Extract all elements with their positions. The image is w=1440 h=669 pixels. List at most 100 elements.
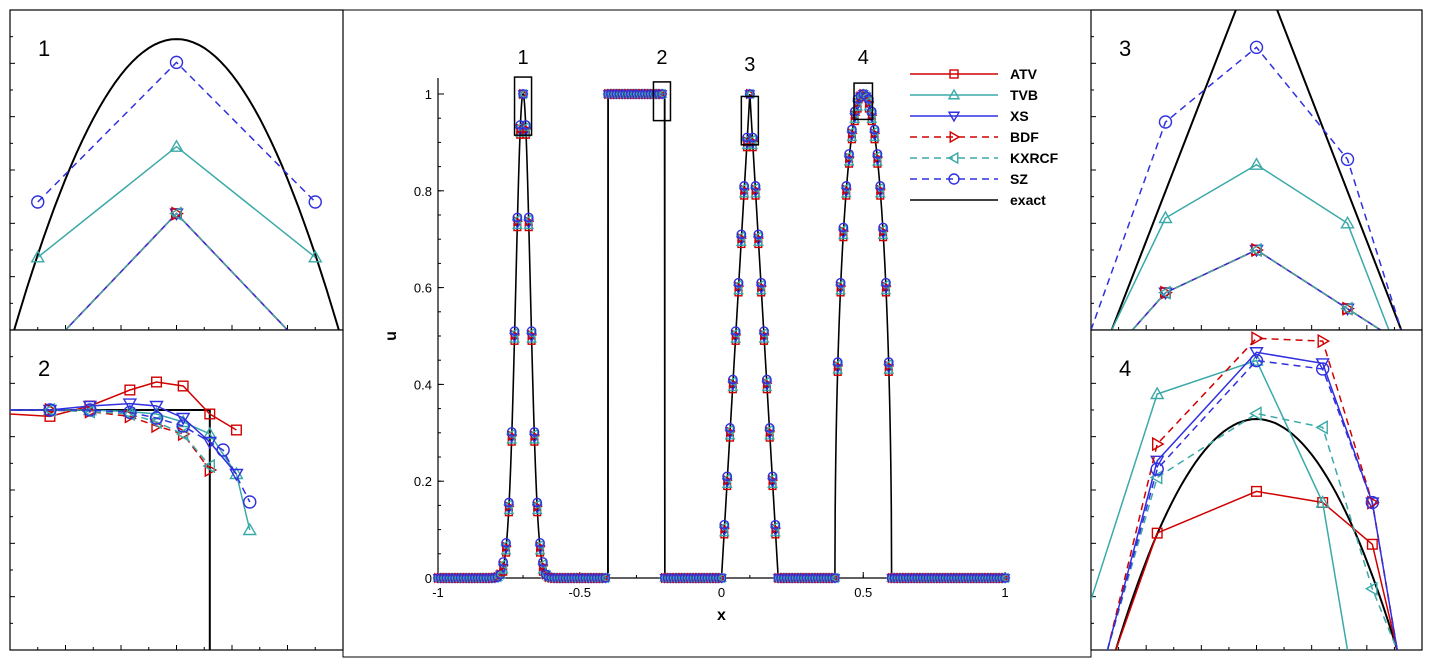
inset-number-4: 4 (1119, 356, 1131, 381)
marker-sz (767, 471, 778, 482)
y-tick-label: 0.4 (414, 377, 432, 392)
marker-bdf (757, 281, 767, 293)
inset-1-marker-tvb (169, 139, 184, 152)
marker-bdf (771, 523, 781, 535)
inset-4-series-tvb (1091, 359, 1349, 650)
marker-kxrcf (999, 572, 1009, 584)
marker-bdf (882, 281, 892, 293)
marker-bdf (870, 128, 881, 139)
y-tick-label: 0.8 (414, 184, 432, 199)
marker-bdf (839, 225, 850, 237)
inset-content-3 (1091, 10, 1403, 330)
inset-2-marker-tvb (202, 426, 218, 440)
main-panel-frame (342, 9, 1092, 658)
inset-4-marker-kxrcf (1364, 581, 1378, 596)
y-tick-label: 1 (425, 87, 432, 102)
inset-4-marker-atv (1250, 485, 1262, 497)
marker-sz (509, 326, 520, 337)
marker-sz (835, 277, 846, 288)
inset-1-marker-tvb (30, 249, 45, 263)
inset-2-marker-kxrcf (175, 426, 189, 442)
inset-3-marker-kxrcf (1158, 285, 1171, 300)
marker-sz (657, 89, 667, 99)
inset-2-marker-sz (83, 403, 97, 417)
legend-marker-atv (949, 69, 959, 79)
marker-bdf (734, 281, 745, 293)
marker-bdf (728, 378, 739, 389)
marker-sz (736, 229, 747, 240)
marker-bdf (836, 281, 847, 293)
inset-2-marker-sz (149, 411, 164, 425)
inset-4-marker-bdf (1251, 331, 1264, 346)
legend-marker-xs (947, 111, 961, 123)
inset-2-marker-xs (122, 398, 138, 412)
marker-sz (512, 212, 523, 223)
marker-sz (847, 124, 857, 135)
marker-sz (716, 573, 727, 583)
marker-bdf (845, 152, 855, 164)
marker-bdf (533, 501, 543, 512)
marker-sz (747, 132, 758, 143)
inset-3-marker-sz (1249, 40, 1264, 55)
marker-bdf (842, 184, 852, 196)
marker-sz (883, 357, 894, 368)
inset-2-marker-sz (243, 495, 257, 509)
inset-panel-3: 3 (1090, 9, 1423, 331)
marker-sz (526, 326, 537, 337)
inset-2-marker-kxrcf (42, 402, 56, 418)
inset-4-marker-tvb (1149, 386, 1165, 400)
inset-1-series-tvb (37, 145, 316, 258)
inset-3-marker-bdf (1160, 285, 1173, 300)
inset-2-marker-atv (230, 424, 242, 436)
inset-2-marker-atv (151, 376, 163, 388)
marker-bdf (731, 329, 742, 341)
inset-3-marker-bdf (1251, 242, 1264, 258)
zoom-box-1 (513, 76, 533, 136)
marker-sz (733, 277, 744, 288)
inset-panel-4: 4 (1090, 329, 1423, 651)
marker-sz (722, 471, 733, 482)
inset-4-marker-sz (1249, 353, 1264, 368)
inset-3-series-kxrcf (1131, 249, 1382, 330)
zoom-box-label-3: 3 (744, 54, 755, 76)
zoom-box-label-2: 2 (656, 47, 667, 69)
inset-1-marker-sz (169, 55, 184, 70)
marker-sz (1000, 573, 1010, 583)
marker-sz (739, 181, 750, 191)
inset-3-series-tvb (1111, 163, 1390, 330)
marker-bdf (884, 360, 895, 372)
inset-1-series-exact (13, 38, 340, 330)
marker-sz (761, 374, 772, 385)
marker-bdf (754, 232, 764, 244)
inset-panel-1: 1 (9, 9, 344, 331)
inset-1-marker-tvb (308, 249, 323, 263)
inset-3-marker-xs (1158, 287, 1173, 301)
inset-3-marker-bdf (1342, 301, 1355, 316)
marker-sz (744, 89, 755, 99)
inset-2-marker-atv (204, 408, 216, 420)
inset-3-series-sz (1091, 46, 1403, 330)
x-tick-label: -0.5 (569, 585, 591, 600)
marker-bdf (751, 184, 762, 196)
inset-4-series-sz (1106, 359, 1398, 650)
zoom-box-3 (740, 95, 760, 146)
inset-3-marker-sz (1158, 115, 1173, 129)
inset-2-marker-kxrcf (82, 404, 96, 419)
marker-kxrcf (517, 88, 527, 100)
marker-sz (600, 573, 611, 583)
marker-bdf (513, 215, 523, 227)
inset-2-marker-tvb (242, 522, 257, 536)
inset-number-2: 2 (38, 356, 50, 381)
legend-label-tvb: TVB (1010, 87, 1038, 103)
zoom-box-4 (853, 82, 874, 121)
inset-4-marker-kxrcf (1315, 420, 1328, 435)
inset-4-marker-xs (1149, 455, 1165, 469)
marker-sz (838, 222, 849, 233)
marker-bdf (876, 184, 886, 196)
marker-kxrcf (599, 572, 610, 584)
inset-3-marker-tvb (1249, 157, 1264, 170)
inset-4-series-kxrcf (1106, 412, 1398, 650)
marker-bdf (726, 426, 736, 438)
x-tick-label: 0 (718, 585, 725, 600)
marker-bdf (522, 123, 532, 135)
